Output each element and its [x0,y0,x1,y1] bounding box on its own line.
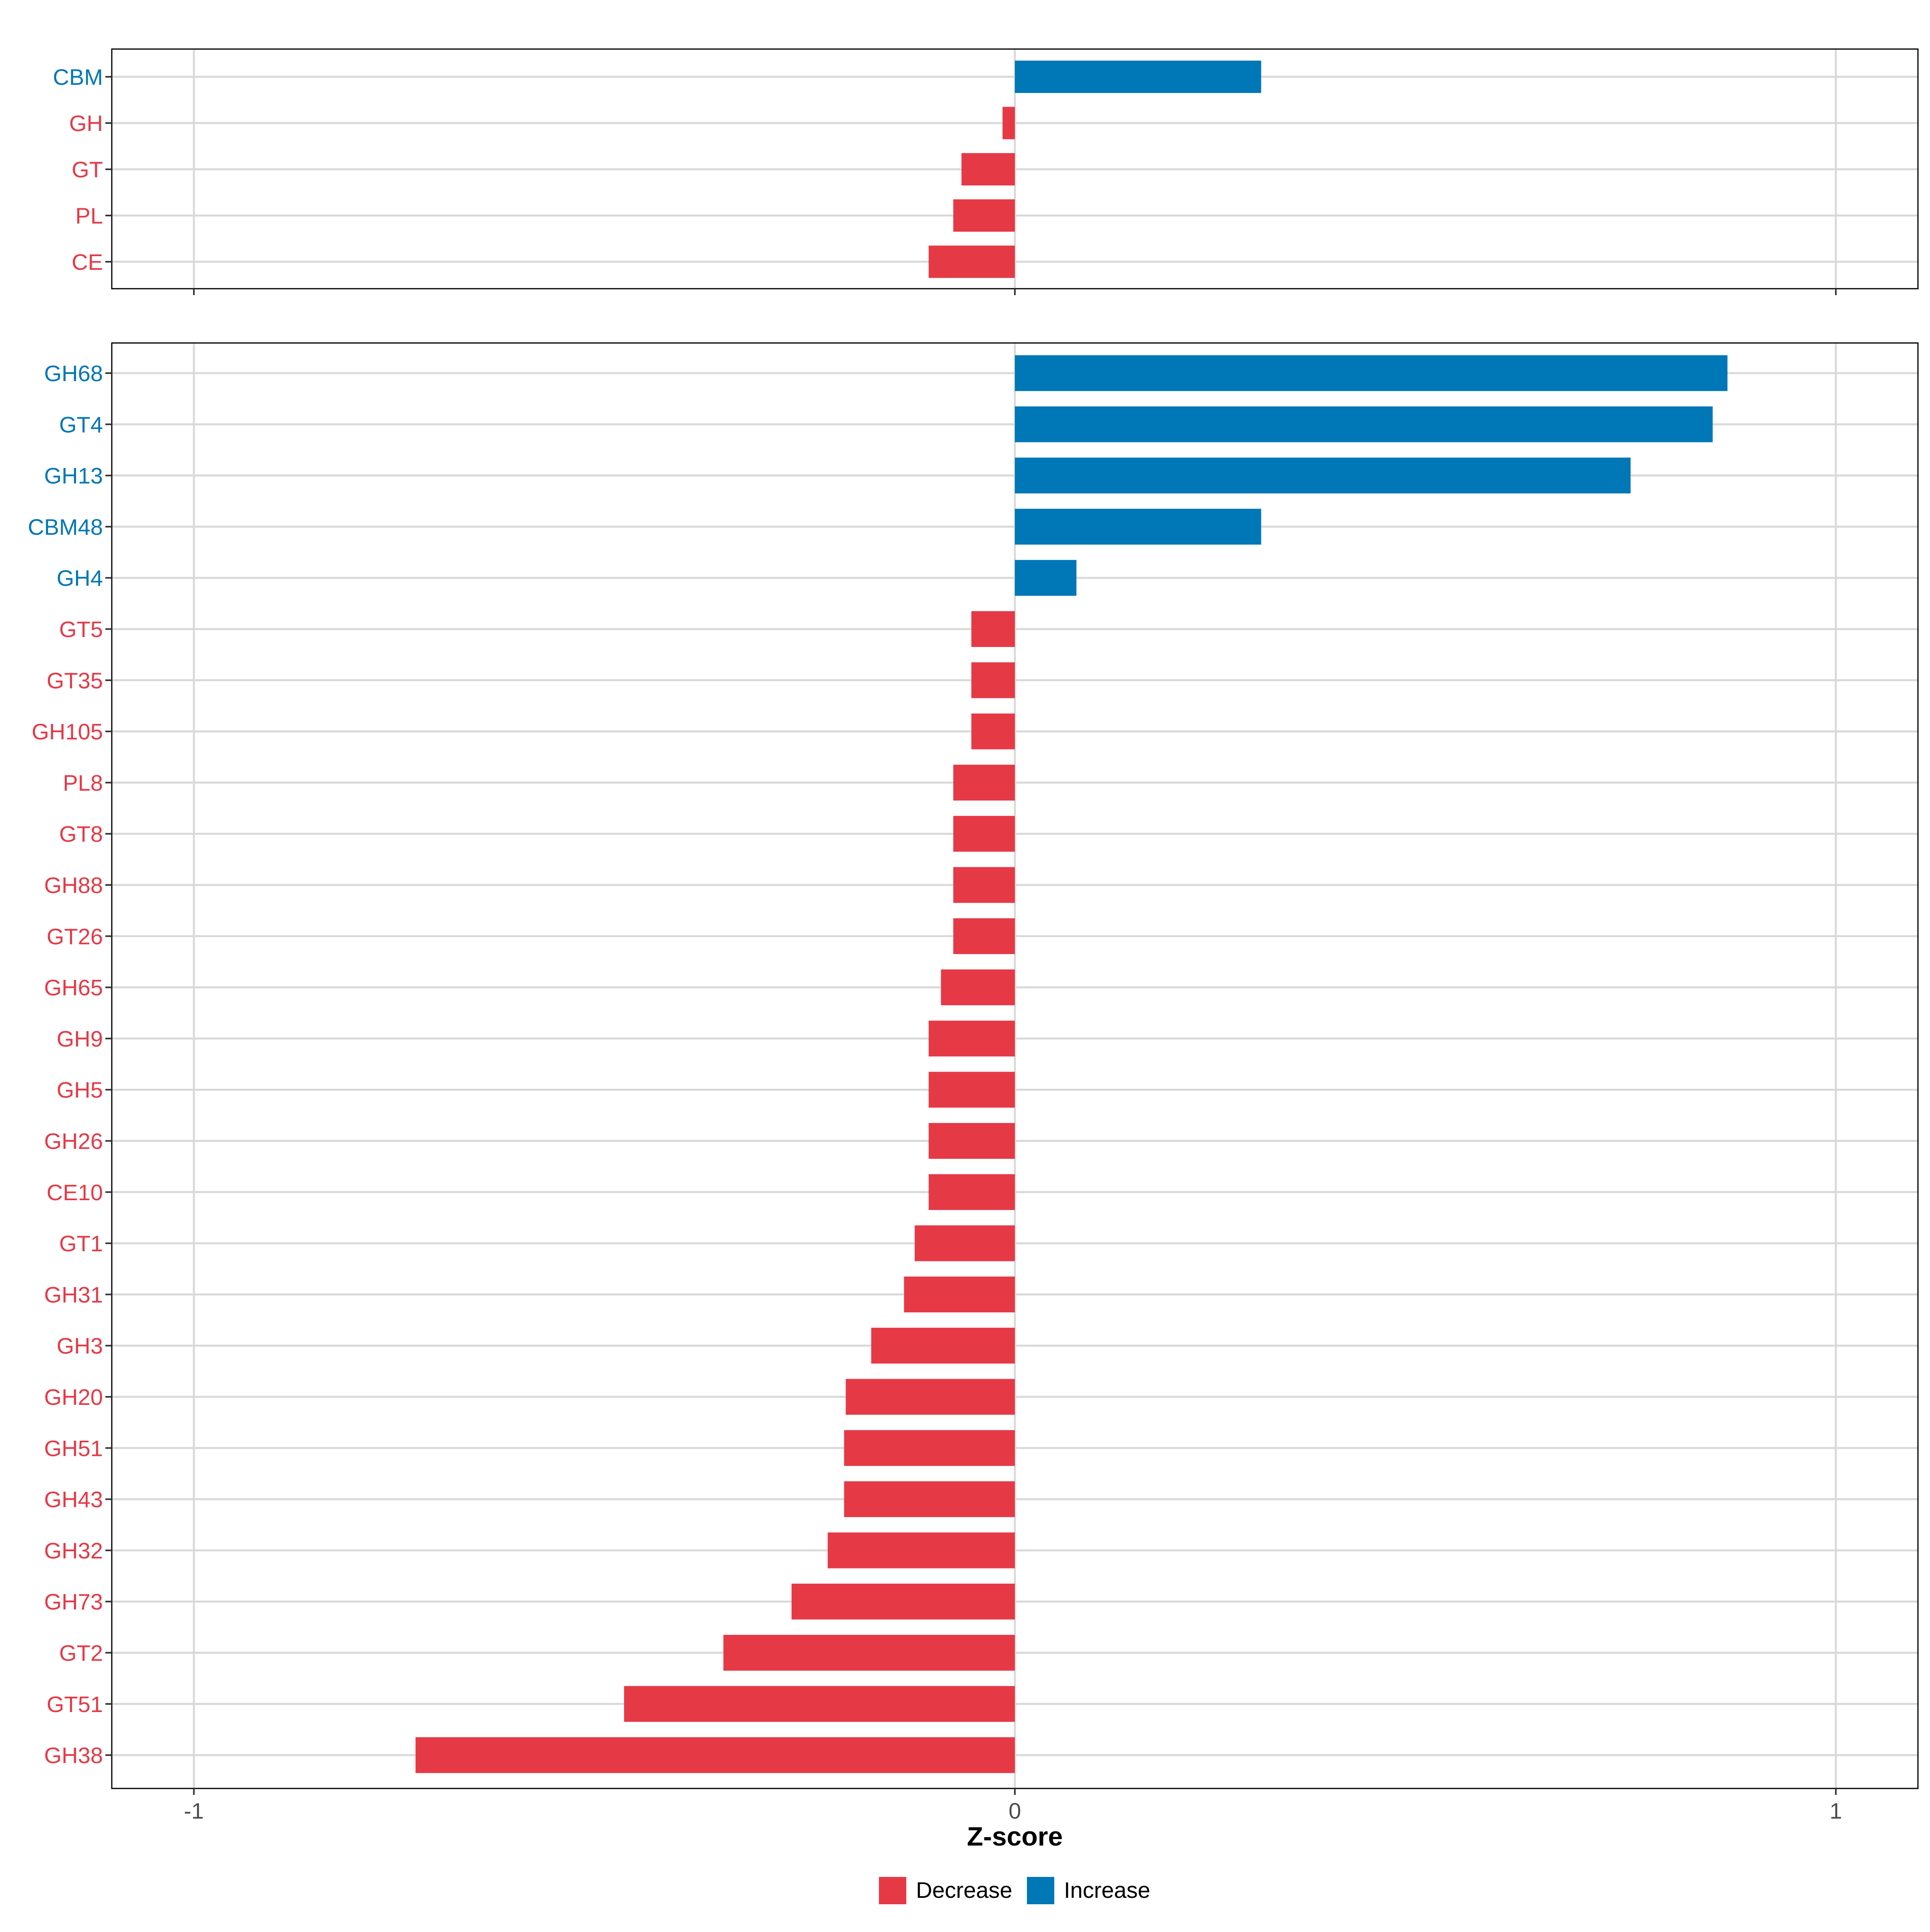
bar-gt8 [953,816,1015,852]
bar-gh32 [827,1532,1015,1569]
bar-gh [1002,107,1015,140]
bar-pl [953,199,1015,232]
y-tick-label-gh38: GH38 [44,1743,103,1768]
bar-gh9 [928,1020,1015,1057]
y-tick-label-gh9: GH9 [57,1026,103,1051]
bar-gh65 [941,969,1015,1006]
legend-key-increase [1027,1877,1054,1904]
bar-gh4 [1015,560,1077,596]
y-tick-label-gh68: GH68 [44,361,103,386]
bar-gt26 [953,918,1015,954]
y-tick-label-gh4: GH4 [57,565,103,591]
bar-gt35 [971,662,1015,698]
y-tick-label-gh73: GH73 [44,1589,103,1614]
y-tick-label-gh105: GH105 [32,719,103,744]
bar-ce [928,245,1015,278]
panel-top: CBM GH GT PL CE [53,48,1919,295]
bar-gt51 [624,1686,1015,1722]
legend-label-increase: Increase [1064,1877,1150,1903]
y-tick-label-gh5: GH5 [57,1077,103,1103]
y-tick-label-gt51: GT51 [47,1692,103,1717]
bar-gt [961,153,1015,186]
y-tick-label-gh26: GH26 [44,1129,103,1154]
bar-gt2 [723,1634,1015,1671]
y-tick-label-gt8: GT8 [59,821,103,847]
y-tick-label-gh88: GH88 [44,873,103,898]
y-tick-label-ce: CE [72,249,103,275]
y-tick-label-cbm48: CBM48 [28,514,103,540]
bar-gh73 [791,1583,1015,1620]
legend-item-decrease: Decrease [879,1877,1012,1904]
y-tick-label-gh20: GH20 [44,1384,103,1410]
bar-gt4 [1015,406,1713,442]
y-tick-label-gt5: GT5 [59,617,103,642]
y-tick-label-gt2: GT2 [59,1640,103,1666]
y-tick-label-pl: PL [76,203,103,228]
y-tick-label-gh51: GH51 [44,1435,103,1461]
y-tick-label-gh31: GH31 [44,1282,103,1307]
bar-ce10 [928,1174,1015,1210]
y-tick-label-gh43: GH43 [44,1487,103,1512]
y-tick-label-gh65: GH65 [44,975,103,1000]
bar-gt5 [971,611,1015,647]
legend: Decrease Increase [879,1877,1150,1904]
y-tick-label-pl8: PL8 [63,770,103,795]
bar-gh26 [928,1123,1015,1159]
legend-key-decrease [879,1877,906,1904]
bar-gh13 [1015,458,1631,494]
panel-bottom: GH68 GT4 GH13 CBM48 GH4 GT5 GT35 GH105 PL8 GT8 GH8… [28,342,1919,1851]
bar-pl8 [953,764,1015,801]
y-tick-label-cbm: CBM [53,64,103,90]
x-tick-label: -1 [184,1798,204,1823]
x-tick-label: 1 [1829,1798,1842,1823]
legend-item-increase: Increase [1027,1877,1150,1904]
bar-cbm48 [1015,509,1261,545]
bar-gh5 [928,1072,1015,1108]
bar-gh105 [971,713,1015,749]
y-tick-label-gh: GH [69,111,103,136]
y-tick-label-gh3: GH3 [57,1333,103,1359]
y-tick-label-gh32: GH32 [44,1538,103,1563]
y-tick-label-gt: GT [72,157,103,182]
bar-gh51 [844,1430,1015,1466]
bar-gh31 [904,1276,1015,1312]
bar-gh68 [1015,355,1728,391]
y-tick-label-gh13: GH13 [44,463,103,489]
y-tick-label-gt26: GT26 [47,924,103,949]
bar-gh88 [953,867,1015,903]
bar-gh20 [846,1379,1015,1415]
y-tick-label-ce10: CE10 [47,1180,103,1205]
x-axis-label: Z-score [967,1821,1063,1851]
bar-gt1 [914,1225,1015,1261]
bar-gh38 [415,1737,1015,1773]
y-tick-label-gt1: GT1 [59,1231,103,1256]
legend-label-decrease: Decrease [916,1877,1012,1903]
bar-gh43 [844,1481,1015,1517]
x-tick-label: 0 [1008,1798,1021,1823]
y-tick-label-gt35: GT35 [47,668,103,693]
bar-gh3 [871,1328,1015,1364]
y-tick-label-gt4: GT4 [59,412,103,437]
bar-cbm [1015,60,1261,93]
